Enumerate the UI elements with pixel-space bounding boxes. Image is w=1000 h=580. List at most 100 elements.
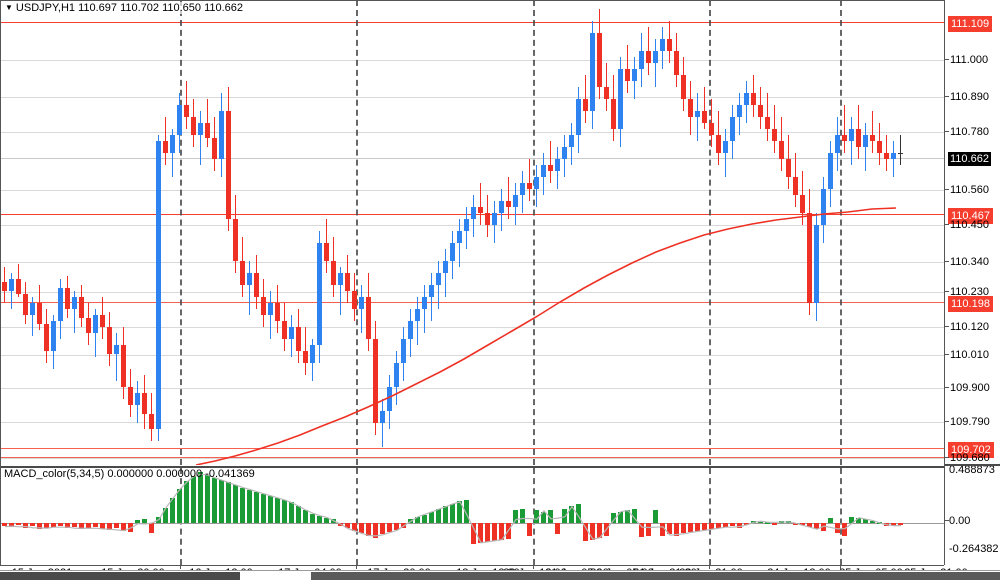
price-gridline (0, 60, 944, 61)
candle-body (716, 135, 721, 153)
horizontal-scrollbar[interactable] (0, 570, 1000, 580)
candle-body (100, 315, 105, 327)
candle-wick (438, 261, 439, 309)
candlestick (618, 0, 624, 465)
symbol-header[interactable]: ▼ USDJPY,H1 110.697 110.702 110.650 110.6… (4, 2, 245, 14)
price-axis-label: 110.120 (950, 321, 989, 333)
macd-histogram-bar (9, 523, 14, 528)
candlestick (366, 0, 372, 465)
candle-body (394, 363, 399, 387)
macd-histogram-bar (856, 517, 861, 523)
candle-wick (116, 333, 117, 381)
candle-body (597, 33, 602, 87)
candlestick (604, 0, 610, 465)
macd-histogram-bar (436, 509, 441, 523)
candle-body (86, 318, 91, 333)
candle-body (23, 294, 28, 315)
candlestick (870, 0, 876, 465)
candlestick (877, 0, 883, 465)
candle-body (639, 51, 644, 69)
candlestick (233, 0, 239, 465)
price-level-line[interactable] (0, 22, 944, 23)
candlestick (240, 0, 246, 465)
candle-wick (550, 141, 551, 183)
candle-body (541, 165, 546, 177)
macd-histogram-bar (184, 481, 189, 523)
macd-histogram-bar (170, 497, 175, 523)
price-axis[interactable]: 111.109 111.000 110.890 110.780 110.662 110.5… (944, 0, 1000, 565)
candle-wick (95, 309, 96, 357)
candlestick (863, 0, 869, 465)
macd-histogram-bar (65, 523, 70, 529)
price-level-label[interactable]: 109.702 (948, 442, 994, 458)
macd-histogram-bar (16, 523, 21, 526)
candle-body (814, 225, 819, 303)
current-price-line (0, 158, 944, 159)
candle-body (660, 39, 665, 51)
macd-histogram-bar (765, 521, 770, 524)
scrollbar-thumb[interactable] (311, 572, 1000, 580)
candlestick (751, 0, 757, 465)
price-level-label[interactable]: 111.109 (948, 16, 993, 32)
candlestick (695, 0, 701, 465)
macd-histogram-bar (513, 510, 518, 523)
candle-body (618, 69, 623, 129)
candlestick (44, 0, 50, 465)
candlestick (247, 0, 253, 465)
candlestick (856, 0, 862, 465)
axis-pane-divider (945, 464, 1000, 466)
candlestick (121, 0, 127, 465)
candlestick (149, 0, 155, 465)
macd-histogram-bar (72, 523, 77, 528)
current-price-label[interactable]: 110.662 (948, 152, 991, 166)
scrollbar-segment-left[interactable] (0, 572, 240, 580)
time-axis-tick (180, 566, 181, 569)
candlestick (779, 0, 785, 465)
candle-body (667, 39, 672, 51)
candle-body (849, 129, 854, 141)
macd-indicator-plot[interactable] (0, 466, 944, 565)
macd-axis-label: 0.00 (949, 515, 971, 527)
price-axis-label: 110.560 (950, 184, 989, 196)
macd-histogram-bar (366, 523, 371, 536)
macd-histogram-bar (506, 523, 511, 539)
candle-body (884, 153, 889, 159)
macd-signal-line (4, 473, 902, 544)
macd-histogram-bar (772, 523, 777, 525)
price-level-label[interactable]: 110.198 (948, 296, 993, 312)
macd-histogram-bar (492, 523, 497, 541)
candle-wick (361, 285, 362, 333)
macd-histogram-bar (814, 523, 819, 530)
candlestick (548, 0, 554, 465)
macd-histogram-bar (310, 513, 315, 523)
macd-histogram-bar (79, 523, 84, 530)
price-axis-label: 110.450 (950, 219, 989, 231)
price-level-label[interactable]: 110.467 (948, 208, 993, 224)
price-chart-plot[interactable] (0, 0, 944, 465)
candlestick (814, 0, 820, 465)
candle-body (688, 99, 693, 117)
macd-histogram-bar (639, 523, 644, 537)
candlestick (128, 0, 134, 465)
candlestick (401, 0, 407, 465)
candle-body (870, 135, 875, 141)
candle-wick (445, 249, 446, 297)
candle-body (121, 345, 126, 387)
candlestick (345, 0, 351, 465)
candle-body (317, 243, 322, 345)
macd-histogram-bar (499, 523, 504, 540)
candlestick (849, 0, 855, 465)
candlestick (331, 0, 337, 465)
macd-histogram-bar (842, 523, 847, 536)
candle-wick (32, 297, 33, 336)
candlestick (135, 0, 141, 465)
collapse-caret-icon[interactable]: ▼ (5, 3, 13, 12)
price-gridline (0, 97, 944, 98)
candle-body (842, 135, 847, 141)
macd-histogram-bar (569, 506, 574, 523)
candlestick (590, 0, 596, 465)
macd-histogram-bar (597, 523, 602, 538)
price-axis-label: 110.890 (950, 91, 989, 103)
candle-body (772, 129, 777, 141)
candlestick (744, 0, 750, 465)
